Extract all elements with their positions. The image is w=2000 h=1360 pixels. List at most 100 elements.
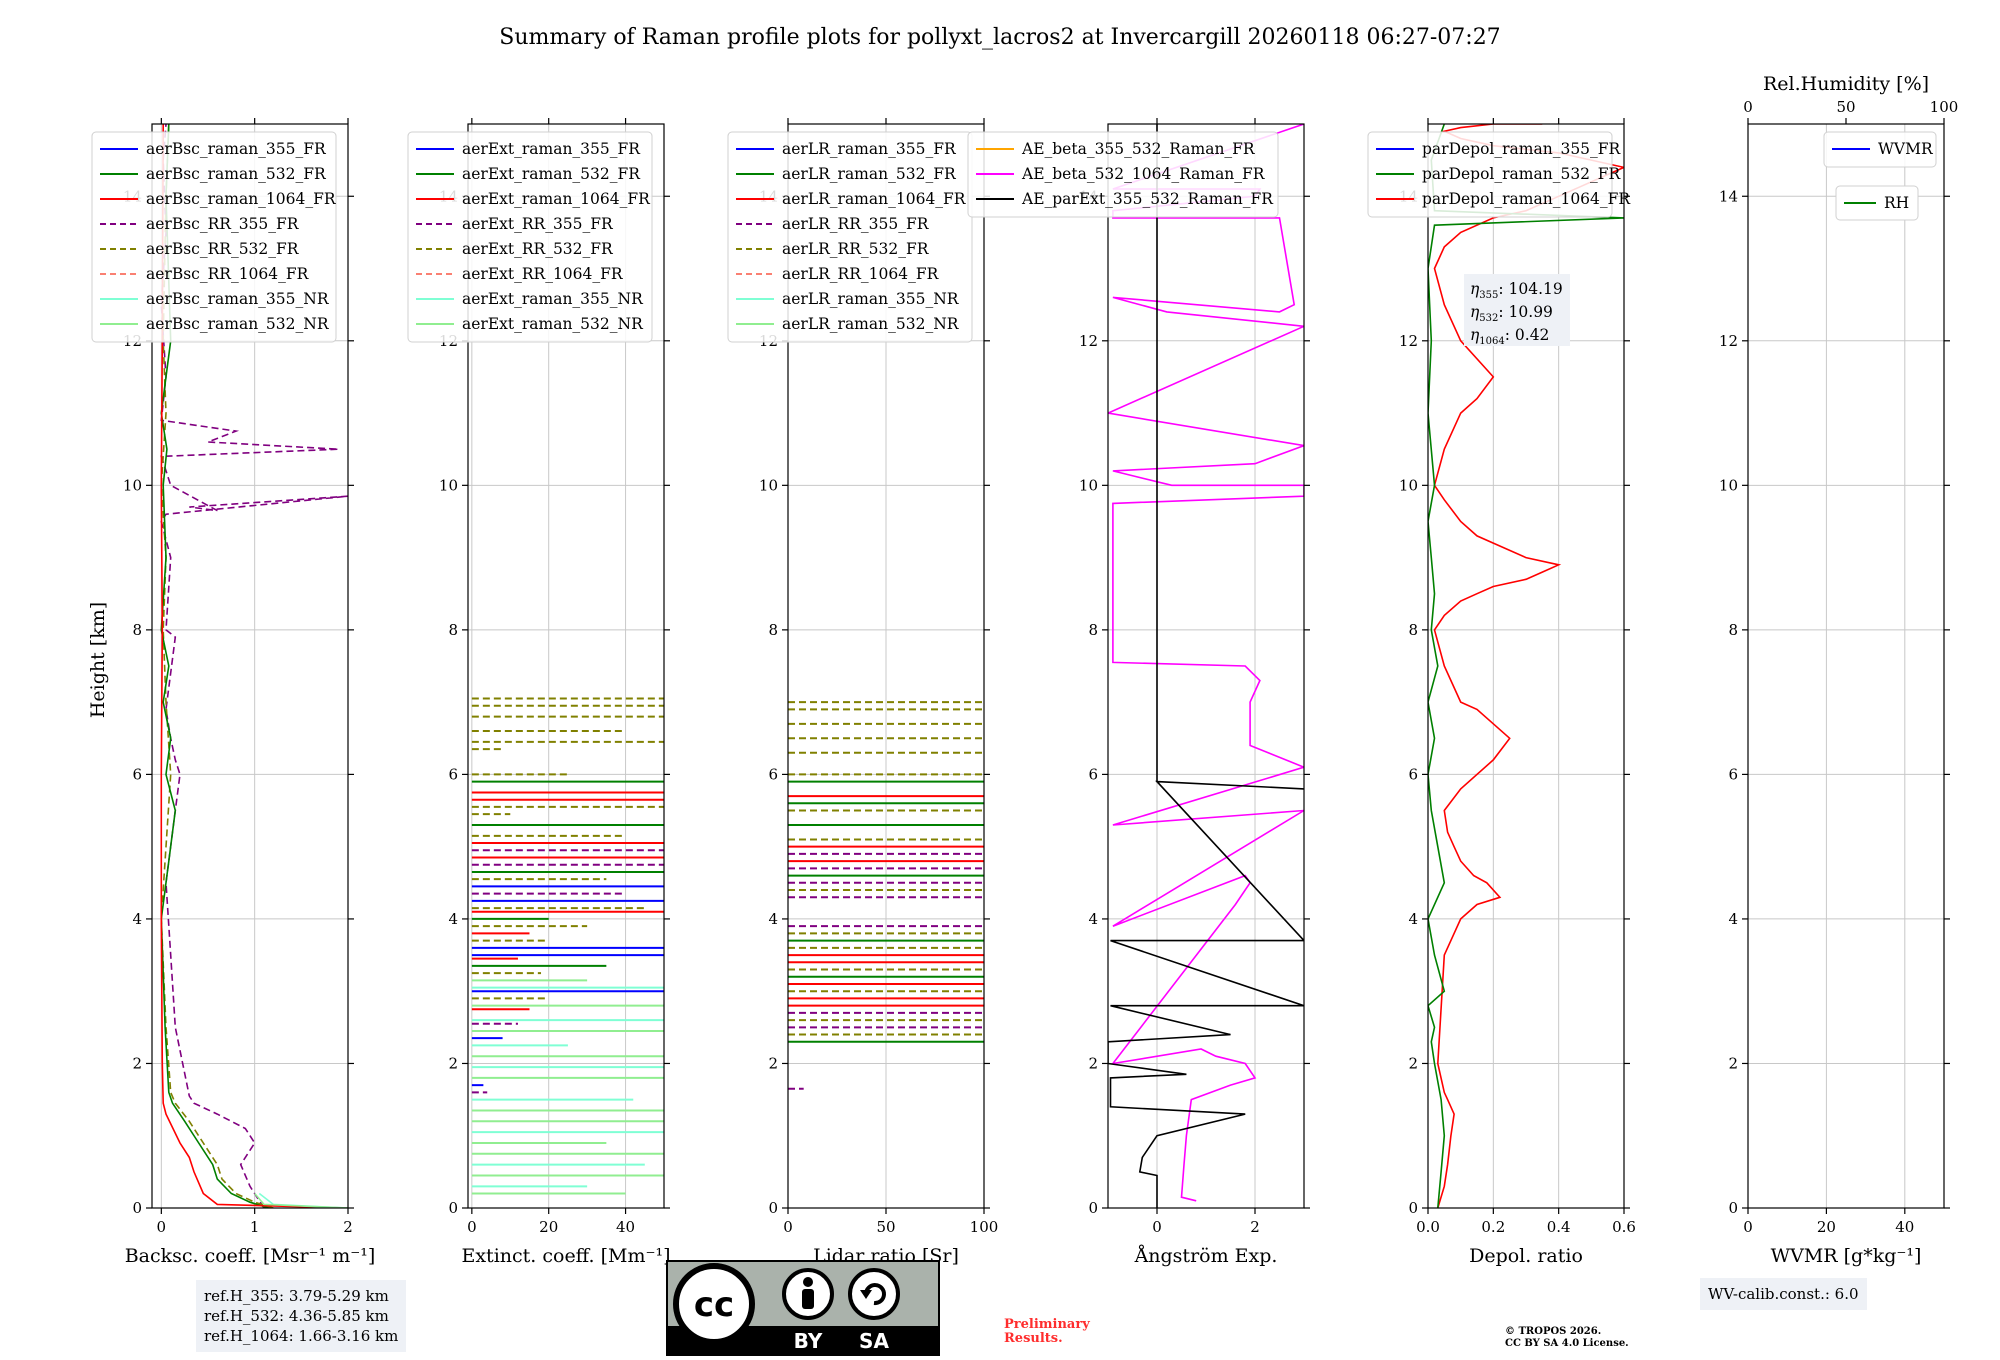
x-tick-label: 0 bbox=[1152, 1218, 1162, 1236]
legend-label: aerBsc_raman_355_NR bbox=[146, 290, 330, 308]
cc-logo-icon bbox=[673, 1263, 755, 1345]
eta-line: η355: 104.19 bbox=[1470, 280, 1563, 301]
y-axis-label: Height [km] bbox=[87, 602, 109, 718]
preliminary-line-1: Preliminary bbox=[1004, 1317, 1090, 1332]
legend-lr: aerLR_raman_355_FR aerLR_raman_532_FR aerL… bbox=[727, 131, 973, 343]
ref-height-532: ref.H_532: 4.36-5.85 km bbox=[204, 1307, 389, 1325]
legend2-box bbox=[1835, 185, 1919, 221]
x-tick-label: 40 bbox=[616, 1218, 635, 1236]
y-tick-label: 4 bbox=[768, 910, 778, 928]
legend-box bbox=[1367, 131, 1613, 218]
cc-logo-text: cc bbox=[694, 1285, 734, 1325]
panel-lr: 02468101214050100Lidar ratio [Sr]aerLR_r… bbox=[727, 118, 999, 1267]
y-tick-label: 6 bbox=[768, 765, 778, 783]
x-axis-label-ae: Ångström Exp. bbox=[1134, 1245, 1278, 1267]
sa-share-icon bbox=[848, 1268, 900, 1320]
x-tick-label: 40 bbox=[1895, 1218, 1914, 1236]
x-tick-label: 0 bbox=[783, 1218, 793, 1236]
panel-wv: 0 2 4 6 8 10 12 14 0 20 40 WVMR [g*kg⁻¹] 0 50 100Rel.H… bbox=[1719, 73, 1958, 1267]
panel-bsc: 02468101214012Backsc. coeff. [Msr⁻¹ m⁻¹]… bbox=[91, 118, 376, 1267]
sa-share-arrowhead bbox=[860, 1290, 872, 1299]
y-tick-label: 4 bbox=[448, 910, 458, 928]
legend-depol: parDepol_raman_355_FR parDepol_raman_532_… bbox=[1367, 131, 1631, 218]
legend-label: aerBsc_raman_532_NR bbox=[146, 315, 330, 333]
legend-label: aerBsc_raman_1064_FR bbox=[146, 190, 337, 208]
x-tick-label: 1 bbox=[250, 1218, 260, 1236]
legend-label: aerLR_raman_1064_FR bbox=[782, 190, 967, 208]
y-tick-label: 0 bbox=[1728, 1199, 1738, 1217]
legend-box bbox=[91, 131, 337, 343]
x-axis-label-depol: Depol. ratio bbox=[1469, 1245, 1583, 1267]
x-tick-label: 100 bbox=[970, 1218, 999, 1236]
y-tick-label: 8 bbox=[768, 621, 778, 639]
axes-frame-depol bbox=[1427, 123, 1625, 1209]
y-tick-label: 6 bbox=[1408, 765, 1418, 783]
axes-frame-bsc bbox=[151, 123, 349, 1209]
legend-label: aerExt_RR_1064_FR bbox=[462, 265, 624, 283]
rh-axis-label: Rel.Humidity [%] bbox=[1763, 73, 1929, 95]
legend-label: AE_beta_532_1064_Raman_FR bbox=[1021, 165, 1266, 183]
y-tick-label: 6 bbox=[448, 765, 458, 783]
y-tick-label: 6 bbox=[1728, 765, 1738, 783]
copyright-line-2: CC BY SA 4.0 License. bbox=[1505, 1338, 1629, 1349]
y-tick-label: 8 bbox=[132, 621, 142, 639]
x-tick-label: 0 bbox=[467, 1218, 477, 1236]
series-parDepol_raman_532_FR bbox=[1428, 124, 1624, 1208]
panel-ae: 0246810121402Ångström Exp.AE_beta_355_53… bbox=[967, 118, 1310, 1267]
eta-line: η1064: 0.42 bbox=[1470, 326, 1549, 347]
y-tick-label: 6 bbox=[132, 765, 142, 783]
y-tick-label: 8 bbox=[1728, 621, 1738, 639]
by-person-head bbox=[803, 1277, 813, 1287]
ref-height-1064: ref.H_1064: 1.66-3.16 km bbox=[204, 1327, 399, 1345]
y-tick-label: 10 bbox=[439, 476, 458, 494]
legend-label: aerBsc_RR_532_FR bbox=[146, 240, 300, 258]
eta-line: η532: 10.99 bbox=[1470, 303, 1553, 324]
figure-title: Summary of Raman profile plots for polly… bbox=[499, 25, 1500, 50]
x-tick-label: 50 bbox=[876, 1218, 895, 1236]
legend-label: aerBsc_RR_355_FR bbox=[146, 215, 300, 233]
x-tick-label: 2 bbox=[343, 1218, 353, 1236]
legend-label: aerExt_raman_355_FR bbox=[462, 140, 641, 158]
x-tick-label: 0.4 bbox=[1547, 1218, 1571, 1236]
x-tick-label: 0.0 bbox=[1416, 1218, 1440, 1236]
legend-label: AE_parExt_355_532_Raman_FR bbox=[1021, 190, 1274, 208]
x-axis-label-bsc: Backsc. coeff. [Msr⁻¹ m⁻¹] bbox=[125, 1245, 376, 1267]
y-tick-label: 8 bbox=[1408, 621, 1418, 639]
series-aerBsc_raman_1064_FR bbox=[160, 124, 348, 1208]
reference-height-box: ref.H_355: 3.79-5.29 km ref.H_532: 4.36-… bbox=[196, 1280, 407, 1352]
legend-bsc: aerBsc_raman_355_FR aerBsc_raman_532_FRae… bbox=[91, 131, 337, 343]
legend-label: aerBsc_RR_1064_FR bbox=[146, 265, 310, 283]
cc-sa-label: SA bbox=[859, 1329, 889, 1353]
y-tick-label: 0 bbox=[768, 1199, 778, 1217]
legend-label: AE_beta_355_532_Raman_FR bbox=[1021, 140, 1256, 158]
series-AE_beta_532_1064_Raman_FR bbox=[1108, 124, 1304, 1202]
x-tick-label: 20 bbox=[539, 1218, 558, 1236]
x-axis-label-wv: WVMR [g*kg⁻¹] bbox=[1771, 1245, 1922, 1267]
wv-calibration-box: WV-calib.const.: 6.0 bbox=[1700, 1278, 1867, 1310]
axes-frame-ext bbox=[467, 123, 665, 1209]
legend-box bbox=[727, 131, 973, 343]
legend-label: aerLR_raman_532_FR bbox=[782, 165, 957, 183]
series-aerBsc_raman_532_NR bbox=[254, 1192, 348, 1208]
copyright-note: © TROPOS 2026. CC BY SA 4.0 License. bbox=[1505, 1326, 1629, 1350]
y-tick-label: 4 bbox=[1088, 910, 1098, 928]
y-tick-label: 10 bbox=[759, 476, 778, 494]
ref-height-355: ref.H_355: 3.79-5.29 km bbox=[204, 1287, 389, 1305]
legend-label: aerLR_raman_355_FR bbox=[782, 140, 957, 158]
axes-frame-wv bbox=[1747, 123, 1945, 1209]
legend-box bbox=[967, 131, 1279, 218]
preliminary-line-2: Results. bbox=[1004, 1331, 1063, 1346]
by-person-body bbox=[802, 1289, 814, 1309]
x-axis-label-ext: Extinct. coeff. [Mm⁻¹] bbox=[461, 1245, 670, 1267]
x-tick-label: 20 bbox=[1817, 1218, 1836, 1236]
y-tick-label: 4 bbox=[1408, 910, 1418, 928]
cc-by-sa-badge: cc BY SA bbox=[666, 1260, 940, 1356]
legend-ext: aerExt_raman_355_FR aerExt_raman_532_FRae… bbox=[407, 131, 653, 343]
top-tick-label: 0 bbox=[1743, 98, 1753, 116]
legend-label: aerExt_RR_355_FR bbox=[462, 215, 614, 233]
eta-box bbox=[1464, 274, 1570, 346]
x-tick-label: 0 bbox=[157, 1218, 167, 1236]
legend-label: aerExt_raman_355_NR bbox=[462, 290, 644, 308]
